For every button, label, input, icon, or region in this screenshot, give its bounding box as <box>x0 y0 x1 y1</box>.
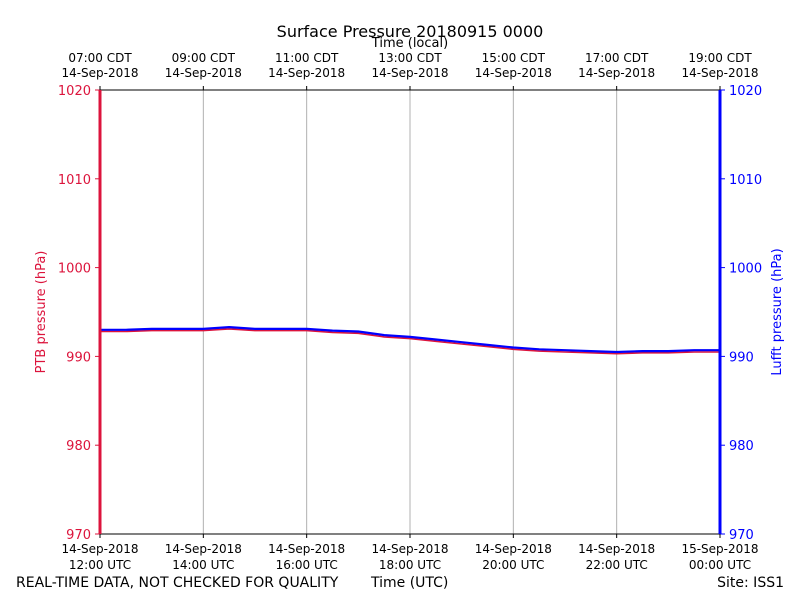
x-tick-label-date: 14-Sep-2018 <box>165 542 242 556</box>
grid-lines <box>202 90 618 534</box>
x-tick-label-date: 14-Sep-2018 <box>578 542 655 556</box>
y-tick-label-right: 1010 <box>729 173 762 188</box>
chart-title: Surface Pressure 20180915 0000 <box>277 22 544 41</box>
right-axis-label: Lufft pressure (hPa) <box>770 248 785 375</box>
y-tick-label-left: 970 <box>66 528 91 543</box>
y-tick-label-right: 1000 <box>729 262 762 277</box>
top-tick-label-time: 19:00 CDT <box>688 51 752 65</box>
top-tick-label-date: 14-Sep-2018 <box>475 66 552 80</box>
y-tick-label-left: 1000 <box>58 262 91 277</box>
left-axis-label: PTB pressure (hPa) <box>34 251 49 374</box>
series-line-lufft <box>100 326 720 354</box>
x-tick-label-utc: 14:00 UTC <box>172 558 234 572</box>
series-lines <box>100 326 720 355</box>
site-label: Site: ISS1 <box>717 575 784 591</box>
top-tick-label-date: 14-Sep-2018 <box>681 66 758 80</box>
top-tick-label-date: 14-Sep-2018 <box>268 66 345 80</box>
top-tick-label-time: 13:00 CDT <box>378 51 442 65</box>
x-tick-label-date: 14-Sep-2018 <box>61 542 138 556</box>
y-tick-label-right: 980 <box>729 439 754 454</box>
top-tick-label-date: 14-Sep-2018 <box>61 66 138 80</box>
top-tick-label-date: 14-Sep-2018 <box>371 66 448 80</box>
top-tick-label-time: 07:00 CDT <box>68 51 132 65</box>
top-tick-label-date: 14-Sep-2018 <box>165 66 242 80</box>
x-tick-label-date: 14-Sep-2018 <box>475 542 552 556</box>
y-tick-label-right: 990 <box>729 350 754 365</box>
y-tick-label-right: 970 <box>729 528 754 543</box>
x-tick-label-utc: 00:00 UTC <box>689 558 751 572</box>
y-ticks: 970 970 980 980 990 990 1000 1000 1010 1010 1020 10… <box>58 84 762 543</box>
x-tick-label-utc: 18:00 UTC <box>379 558 441 572</box>
y-tick-label-left: 980 <box>66 439 91 454</box>
x-tick-label-date: 15-Sep-2018 <box>681 542 758 556</box>
x-axis-label: Time (UTC) <box>371 575 449 591</box>
y-tick-label-left: 1010 <box>58 173 91 188</box>
top-axis-label: Time (local) <box>371 36 448 51</box>
quality-disclaimer: REAL-TIME DATA, NOT CHECKED FOR QUALITY <box>16 575 339 591</box>
y-tick-label-left: 990 <box>66 350 91 365</box>
top-tick-label-time: 17:00 CDT <box>585 51 649 65</box>
x-tick-label-utc: 20:00 UTC <box>482 558 544 572</box>
series-line-ptb <box>100 328 720 355</box>
x-tick-label-date: 14-Sep-2018 <box>371 542 448 556</box>
x-tick-label-utc: 12:00 UTC <box>69 558 131 572</box>
top-tick-label-time: 15:00 CDT <box>482 51 546 65</box>
x-tick-label-date: 14-Sep-2018 <box>268 542 345 556</box>
y-tick-label-right: 1020 <box>729 84 762 99</box>
x-tick-label-utc: 16:00 UTC <box>276 558 338 572</box>
x-tick-label-utc: 22:00 UTC <box>586 558 648 572</box>
top-tick-label-time: 11:00 CDT <box>275 51 339 65</box>
y-tick-label-left: 1020 <box>58 84 91 99</box>
top-tick-label-date: 14-Sep-2018 <box>578 66 655 80</box>
top-tick-label-time: 09:00 CDT <box>172 51 236 65</box>
